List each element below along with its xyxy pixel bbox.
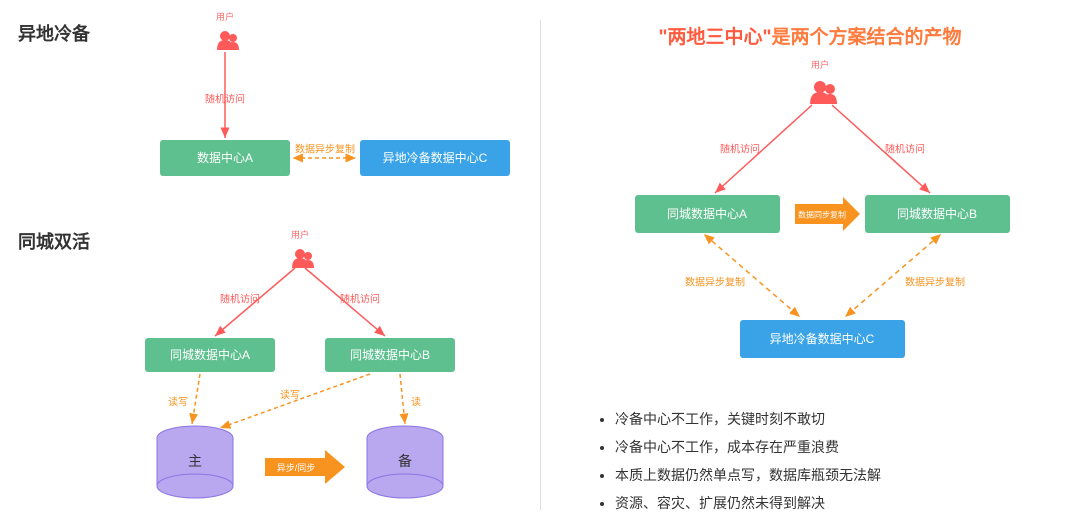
user-icon: [292, 249, 314, 268]
svg-text:随机访问: 随机访问: [340, 293, 380, 306]
svg-text:数据异步复制: 数据异步复制: [685, 276, 745, 289]
svg-text:数据异步复制: 数据异步复制: [905, 276, 965, 289]
right-panel: "两地三中心"是两个方案结合的产物 用户 随机访问 随机访问 同城数据中心A 同…: [540, 0, 1080, 528]
svg-text:主: 主: [188, 453, 202, 469]
svg-text:随机访问: 随机访问: [720, 143, 760, 156]
svg-text:同城数据中心B: 同城数据中心B: [350, 347, 430, 362]
svg-text:读写: 读写: [280, 389, 300, 402]
svg-text:数据同步复制: 数据同步复制: [798, 210, 846, 220]
svg-text:用户: 用户: [291, 229, 309, 240]
svg-text:随机访问: 随机访问: [220, 293, 260, 306]
svg-text:数据中心A: 数据中心A: [197, 150, 253, 165]
db-backup: 备: [367, 426, 443, 498]
svg-text:同城数据中心B: 同城数据中心B: [897, 206, 977, 221]
user-icon: [810, 81, 837, 104]
bullet-list: 冷备中心不工作，关键时刻不敢切 冷备中心不工作，成本存在严重浪费 本质上数据仍然…: [595, 405, 881, 517]
svg-text:同城数据中心A: 同城数据中心A: [667, 206, 747, 221]
bullet-item: 资源、容灾、扩展仍然未得到解决: [615, 489, 881, 517]
svg-text:读写: 读写: [168, 396, 188, 409]
svg-text:同城数据中心A: 同城数据中心A: [170, 347, 250, 362]
left-panel: 异地冷备 用户 随机访问 数据中心A 异地冷备数据中心C 数据异步复制 同城双活…: [0, 0, 540, 528]
svg-text:读: 读: [411, 396, 421, 409]
diagram-cold-backup: 用户 随机访问 数据中心A 异地冷备数据中心C 数据异步复制: [0, 10, 540, 210]
svg-text:用户: 用户: [811, 59, 829, 70]
bullet-item: 冷备中心不工作，成本存在严重浪费: [615, 433, 881, 461]
svg-text:异地冷备数据中心C: 异地冷备数据中心C: [383, 150, 488, 165]
edge-label: 随机访问: [205, 93, 245, 106]
user-label: 用户: [216, 11, 234, 22]
sync-arrow: 异步/同步: [265, 450, 345, 484]
svg-text:随机访问: 随机访问: [885, 143, 925, 156]
diagram-dual-active: 用户 随机访问 随机访问 同城数据中心A 同城数据中心B 主 备 读写 读写: [0, 228, 540, 528]
db-master: 主: [157, 426, 233, 498]
bullet-item: 冷备中心不工作，关键时刻不敢切: [615, 405, 881, 433]
svg-text:数据异步复制: 数据异步复制: [295, 143, 355, 156]
user-icon: [217, 31, 239, 50]
svg-text:备: 备: [398, 453, 412, 469]
bullet-item: 本质上数据仍然单点写，数据库瓶颈无法解: [615, 461, 881, 489]
right-title: "两地三中心"是两个方案结合的产物: [540, 22, 1080, 49]
svg-text:异地冷备数据中心C: 异地冷备数据中心C: [770, 331, 875, 346]
svg-text:异步/同步: 异步/同步: [277, 463, 316, 473]
sync-arrow: 数据同步复制: [795, 197, 860, 231]
diagram-two-site-three-center: 用户 随机访问 随机访问 同城数据中心A 同城数据中心B 数据同步复制 异地冷备…: [540, 55, 1080, 385]
